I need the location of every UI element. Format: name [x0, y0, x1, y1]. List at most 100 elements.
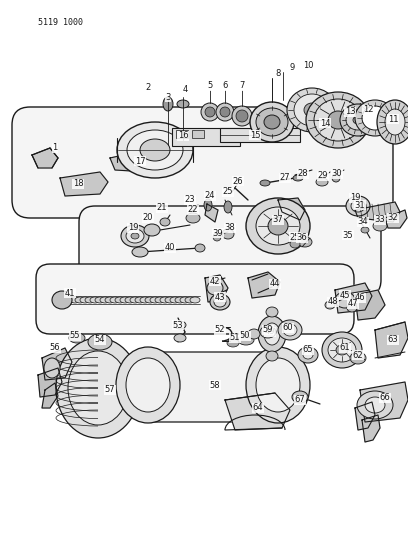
Ellipse shape [125, 297, 135, 303]
Ellipse shape [373, 221, 387, 231]
Text: 67: 67 [295, 395, 305, 405]
Ellipse shape [95, 297, 105, 303]
Ellipse shape [362, 106, 388, 130]
Ellipse shape [85, 297, 95, 303]
Ellipse shape [130, 297, 140, 303]
Ellipse shape [100, 297, 110, 303]
Ellipse shape [316, 178, 328, 186]
Text: 21: 21 [157, 204, 167, 213]
Ellipse shape [163, 97, 173, 111]
Text: 9: 9 [289, 63, 295, 72]
Text: 12: 12 [363, 106, 373, 115]
Ellipse shape [160, 297, 170, 303]
Text: 18: 18 [73, 180, 83, 189]
Ellipse shape [238, 335, 254, 345]
Bar [172, 128, 240, 146]
Text: 54: 54 [95, 335, 105, 344]
Ellipse shape [328, 111, 348, 129]
Ellipse shape [201, 103, 219, 121]
Text: 49: 49 [265, 327, 275, 336]
Ellipse shape [264, 115, 280, 129]
Ellipse shape [303, 351, 313, 359]
Ellipse shape [294, 94, 330, 126]
Text: 30: 30 [332, 169, 342, 179]
Text: 41: 41 [65, 288, 75, 297]
Ellipse shape [140, 139, 170, 161]
Ellipse shape [145, 297, 155, 303]
Text: 5: 5 [207, 82, 213, 91]
Ellipse shape [268, 217, 288, 235]
Ellipse shape [131, 233, 139, 239]
Ellipse shape [170, 297, 180, 303]
Ellipse shape [246, 347, 310, 423]
Bar [176, 130, 188, 138]
Ellipse shape [155, 297, 165, 303]
Polygon shape [110, 150, 152, 172]
Text: 10: 10 [303, 61, 313, 69]
Ellipse shape [347, 304, 357, 312]
Ellipse shape [175, 297, 185, 303]
Text: 22: 22 [188, 206, 198, 214]
Text: 15: 15 [250, 131, 260, 140]
Ellipse shape [256, 108, 288, 136]
Ellipse shape [340, 104, 376, 136]
Ellipse shape [355, 100, 395, 136]
Polygon shape [355, 402, 375, 430]
Text: 53: 53 [173, 320, 183, 329]
Polygon shape [225, 393, 290, 430]
Polygon shape [360, 382, 408, 422]
Ellipse shape [214, 297, 226, 307]
Text: 48: 48 [328, 297, 338, 306]
Ellipse shape [140, 297, 150, 303]
Ellipse shape [216, 103, 234, 121]
Ellipse shape [52, 291, 72, 309]
Text: 46: 46 [355, 294, 365, 303]
Text: 5119 1000: 5119 1000 [38, 18, 83, 27]
Ellipse shape [256, 358, 300, 412]
Ellipse shape [60, 297, 70, 303]
Text: 25: 25 [290, 232, 300, 241]
Text: 6: 6 [222, 82, 228, 91]
Ellipse shape [56, 338, 140, 438]
Ellipse shape [195, 244, 205, 252]
Ellipse shape [258, 316, 286, 352]
Text: 37: 37 [273, 215, 284, 224]
Ellipse shape [213, 233, 221, 241]
FancyBboxPatch shape [138, 352, 288, 422]
Ellipse shape [186, 213, 200, 223]
Ellipse shape [306, 92, 370, 148]
Text: 65: 65 [303, 345, 313, 354]
Ellipse shape [121, 225, 149, 247]
Ellipse shape [115, 297, 125, 303]
Ellipse shape [69, 333, 85, 343]
Text: 25: 25 [223, 188, 233, 197]
Text: 56: 56 [50, 343, 60, 352]
Text: 1: 1 [52, 143, 58, 152]
Ellipse shape [377, 100, 408, 144]
Text: 7: 7 [239, 82, 245, 91]
Text: 43: 43 [215, 293, 225, 302]
Ellipse shape [260, 326, 276, 338]
Ellipse shape [351, 200, 365, 212]
Text: 2: 2 [145, 84, 151, 93]
Text: 62: 62 [353, 351, 363, 359]
Text: 17: 17 [135, 157, 145, 166]
Text: 35: 35 [343, 230, 353, 239]
Ellipse shape [248, 329, 260, 339]
Ellipse shape [55, 297, 65, 303]
Ellipse shape [278, 320, 302, 340]
Ellipse shape [224, 201, 232, 213]
Ellipse shape [284, 329, 296, 339]
Polygon shape [60, 172, 108, 196]
Text: 28: 28 [298, 169, 308, 179]
Text: 36: 36 [297, 233, 307, 243]
Text: 23: 23 [185, 196, 195, 205]
Text: 64: 64 [253, 403, 263, 413]
Ellipse shape [335, 292, 355, 308]
Polygon shape [248, 272, 280, 298]
Ellipse shape [110, 297, 120, 303]
Polygon shape [42, 348, 72, 380]
Ellipse shape [150, 297, 160, 303]
Ellipse shape [204, 199, 212, 211]
Text: 45: 45 [340, 290, 350, 300]
